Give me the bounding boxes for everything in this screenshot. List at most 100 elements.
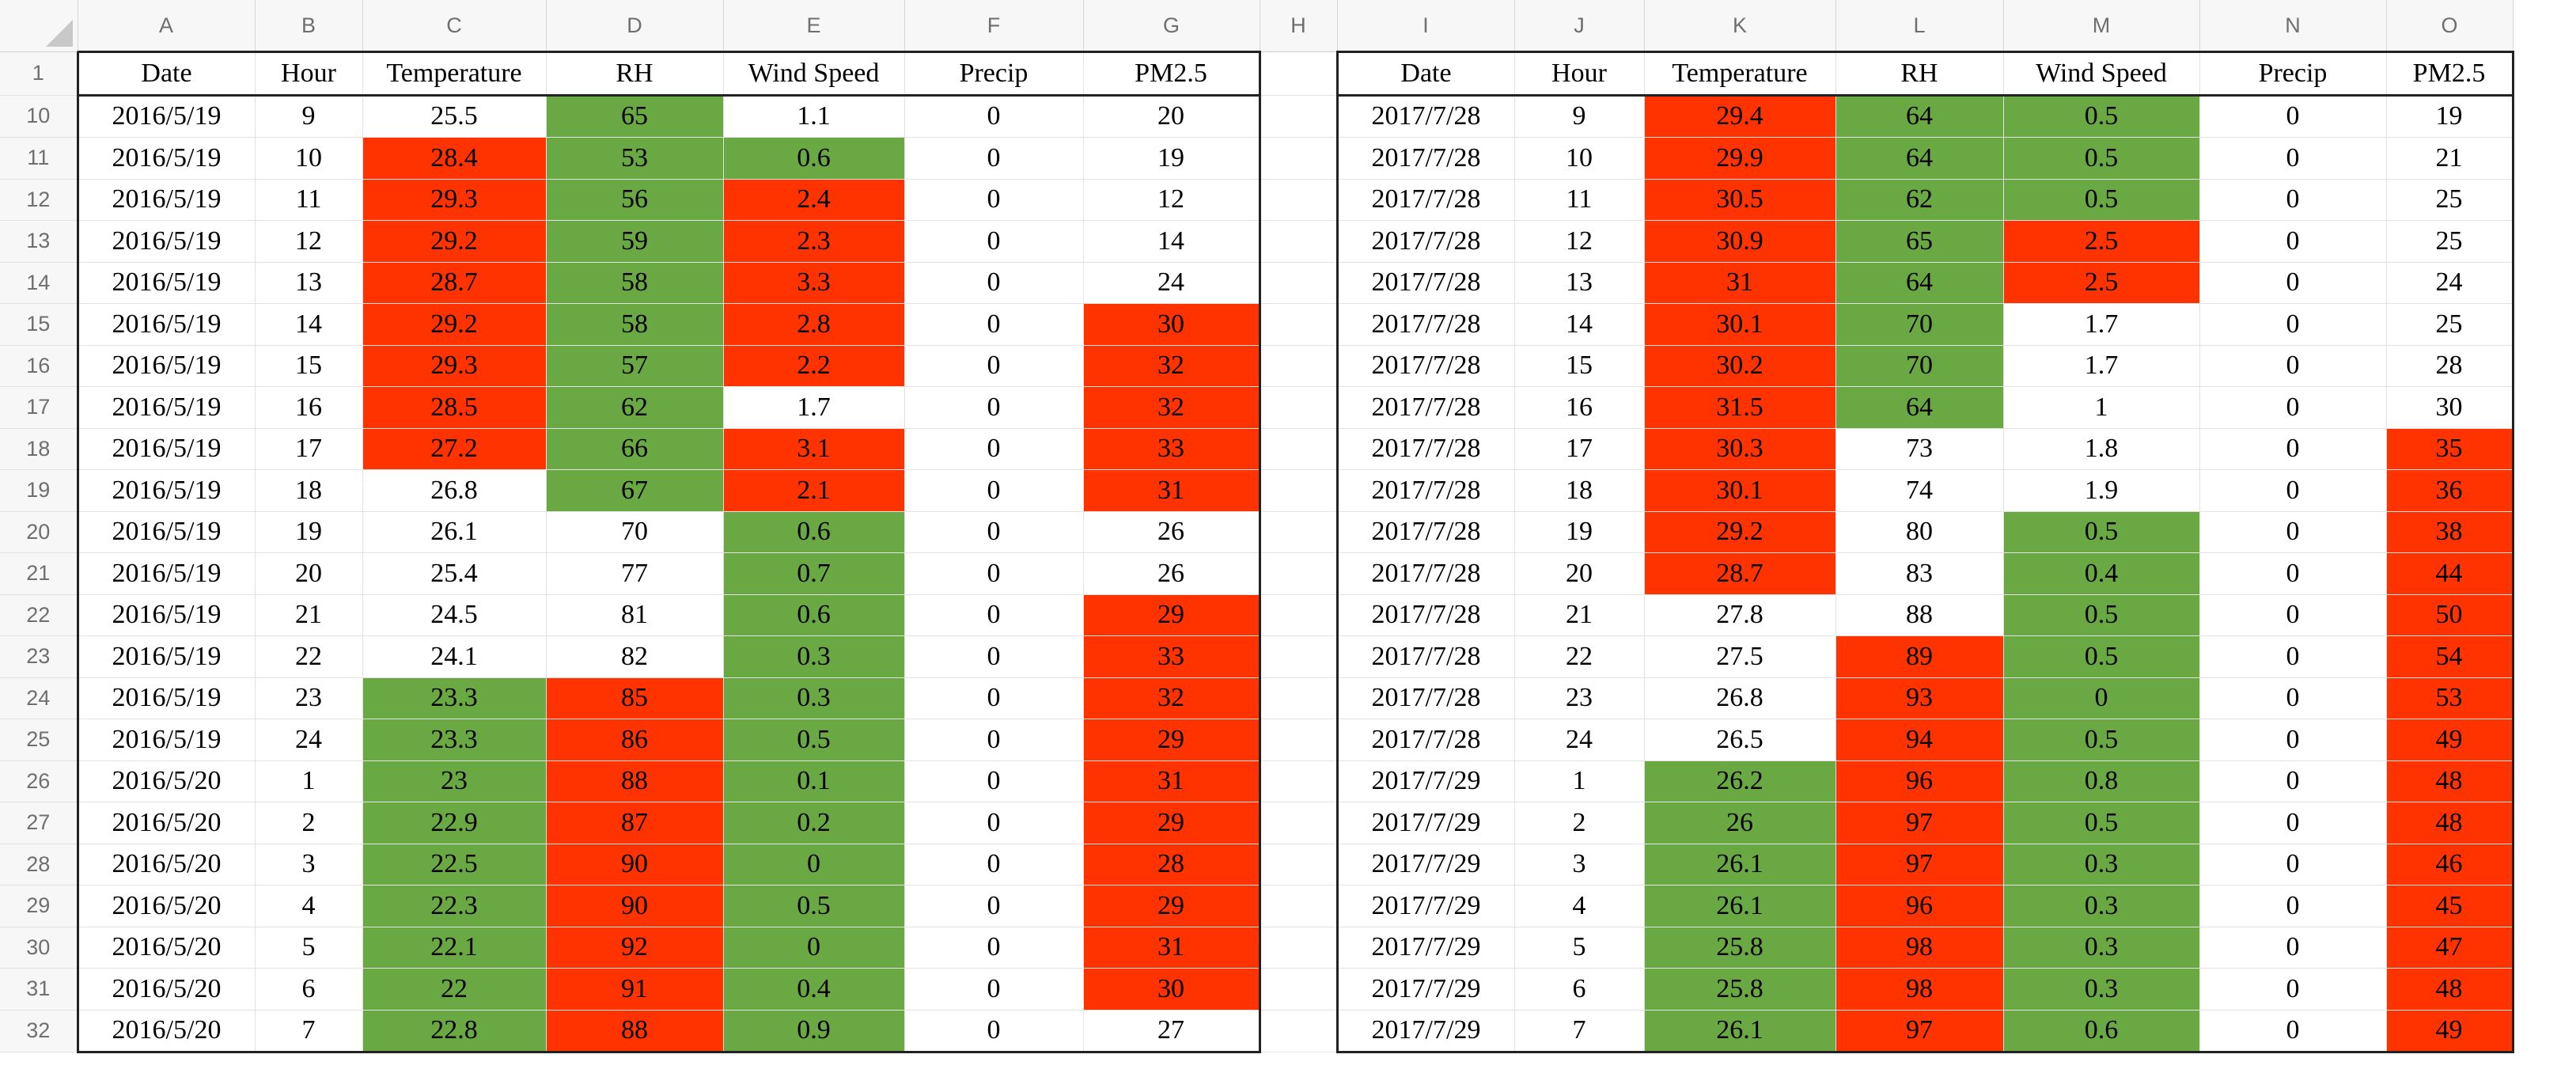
data-cell[interactable]: 0 — [2199, 95, 2387, 138]
header-cell[interactable]: Date — [76, 51, 256, 97]
data-cell[interactable]: 77 — [546, 552, 724, 595]
data-cell[interactable]: 0.1 — [723, 760, 905, 802]
header-cell[interactable]: Date — [1335, 51, 1515, 97]
header-cell[interactable]: Precip — [904, 51, 1084, 97]
data-cell[interactable]: 7 — [1514, 1010, 1645, 1053]
data-cell[interactable]: 2.2 — [723, 345, 905, 387]
row-header-30[interactable]: 30 — [0, 927, 78, 969]
data-cell[interactable]: 0 — [904, 345, 1084, 387]
data-cell[interactable]: 65 — [546, 95, 724, 138]
data-cell[interactable]: 30.1 — [1644, 469, 1836, 512]
data-cell[interactable]: 2.8 — [723, 303, 905, 346]
data-cell[interactable]: 0 — [2199, 511, 2387, 553]
header-cell[interactable]: Wind Speed — [2003, 51, 2200, 97]
data-cell[interactable]: 53 — [546, 137, 724, 180]
data-cell[interactable]: 49 — [2386, 1010, 2514, 1053]
cell-grid[interactable]: A B C D E F G H I J K L M N O 1 Date Hour Temperature RH Win… — [0, 0, 2514, 1053]
gap-cell[interactable] — [1260, 635, 1338, 678]
data-cell[interactable]: 1.8 — [2003, 428, 2200, 470]
data-cell[interactable]: 35 — [2386, 428, 2514, 470]
row-header-12[interactable]: 12 — [0, 179, 78, 221]
gap-cell[interactable] — [1260, 137, 1338, 180]
data-cell[interactable]: 0 — [2199, 179, 2387, 221]
data-cell[interactable]: 2 — [1514, 802, 1645, 844]
data-cell[interactable]: 33 — [1083, 635, 1261, 678]
row-header-26[interactable]: 26 — [0, 760, 78, 802]
data-cell[interactable]: 23 — [255, 677, 363, 719]
data-cell[interactable]: 29.2 — [362, 303, 547, 346]
gap-cell[interactable] — [1260, 345, 1338, 387]
data-cell[interactable]: 2016/5/20 — [76, 1010, 256, 1053]
row-header-18[interactable]: 18 — [0, 428, 78, 470]
data-cell[interactable]: 0 — [2199, 760, 2387, 802]
data-cell[interactable]: 29.3 — [362, 179, 547, 221]
data-cell[interactable]: 1.9 — [2003, 469, 2200, 512]
data-cell[interactable]: 0.5 — [723, 719, 905, 761]
row-header-21[interactable]: 21 — [0, 552, 78, 595]
row-header-1[interactable]: 1 — [0, 51, 78, 96]
data-cell[interactable]: 0 — [904, 635, 1084, 678]
data-cell[interactable]: 23.3 — [362, 719, 547, 761]
row-header-19[interactable]: 19 — [0, 469, 78, 512]
data-cell[interactable]: 0 — [2199, 802, 2387, 844]
data-cell[interactable]: 2016/5/19 — [76, 303, 256, 346]
data-cell[interactable]: 13 — [1514, 262, 1645, 304]
data-cell[interactable]: 0 — [2199, 635, 2387, 678]
data-cell[interactable]: 24 — [1514, 719, 1645, 761]
data-cell[interactable]: 28.4 — [362, 137, 547, 180]
data-cell[interactable]: 2016/5/20 — [76, 927, 256, 969]
data-cell[interactable]: 30.3 — [1644, 428, 1836, 470]
data-cell[interactable]: 11 — [255, 179, 363, 221]
data-cell[interactable]: 2016/5/19 — [76, 719, 256, 761]
data-cell[interactable]: 32 — [1083, 386, 1261, 429]
data-cell[interactable]: 24.1 — [362, 635, 547, 678]
data-cell[interactable]: 22 — [1514, 635, 1645, 678]
data-cell[interactable]: 27.5 — [1644, 635, 1836, 678]
data-cell[interactable]: 30.5 — [1644, 179, 1836, 221]
data-cell[interactable]: 10 — [255, 137, 363, 180]
data-cell[interactable]: 29.2 — [362, 220, 547, 263]
data-cell[interactable]: 0.3 — [723, 677, 905, 719]
data-cell[interactable]: 0 — [904, 137, 1084, 180]
data-cell[interactable]: 46 — [2386, 844, 2514, 885]
data-cell[interactable]: 0.2 — [723, 802, 905, 844]
data-cell[interactable]: 0.5 — [2003, 511, 2200, 553]
data-cell[interactable]: 22.5 — [362, 844, 547, 885]
data-cell[interactable]: 97 — [1835, 844, 2004, 885]
data-cell[interactable]: 2017/7/28 — [1335, 386, 1515, 429]
data-cell[interactable]: 91 — [546, 968, 724, 1011]
data-cell[interactable]: 48 — [2386, 802, 2514, 844]
data-cell[interactable]: 12 — [1514, 220, 1645, 263]
data-cell[interactable]: 87 — [546, 802, 724, 844]
row-header-17[interactable]: 17 — [0, 386, 78, 429]
data-cell[interactable]: 96 — [1835, 760, 2004, 802]
data-cell[interactable]: 0 — [904, 552, 1084, 595]
data-cell[interactable]: 32 — [1083, 677, 1261, 719]
data-cell[interactable]: 2016/5/19 — [76, 511, 256, 553]
data-cell[interactable]: 25.8 — [1644, 927, 1836, 969]
data-cell[interactable]: 2017/7/28 — [1335, 719, 1515, 761]
data-cell[interactable]: 0 — [2199, 594, 2387, 636]
data-cell[interactable]: 0.6 — [723, 511, 905, 553]
data-cell[interactable]: 4 — [255, 885, 363, 927]
data-cell[interactable]: 2017/7/28 — [1335, 677, 1515, 719]
data-cell[interactable]: 31 — [1083, 469, 1261, 512]
data-cell[interactable]: 48 — [2386, 760, 2514, 802]
data-cell[interactable]: 0.6 — [723, 137, 905, 180]
data-cell[interactable]: 88 — [1835, 594, 2004, 636]
data-cell[interactable]: 2017/7/28 — [1335, 345, 1515, 387]
data-cell[interactable]: 70 — [546, 511, 724, 553]
data-cell[interactable]: 2017/7/28 — [1335, 137, 1515, 180]
data-cell[interactable]: 2016/5/19 — [76, 552, 256, 595]
data-cell[interactable]: 0 — [904, 677, 1084, 719]
data-cell[interactable]: 2017/7/28 — [1335, 552, 1515, 595]
data-cell[interactable]: 2016/5/19 — [76, 677, 256, 719]
data-cell[interactable]: 24 — [2386, 262, 2514, 304]
data-cell[interactable]: 62 — [546, 386, 724, 429]
gap-cell[interactable] — [1260, 677, 1338, 719]
data-cell[interactable]: 0.7 — [723, 552, 905, 595]
data-cell[interactable]: 1 — [1514, 760, 1645, 802]
data-cell[interactable]: 29.3 — [362, 345, 547, 387]
data-cell[interactable]: 70 — [1835, 345, 2004, 387]
data-cell[interactable]: 26 — [1083, 552, 1261, 595]
